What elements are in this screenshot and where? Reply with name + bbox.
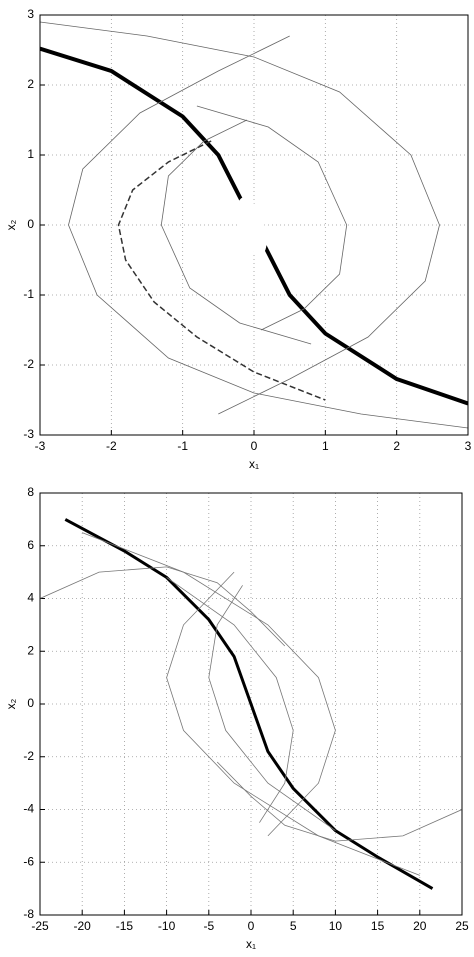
y-tick-label: 0 bbox=[27, 217, 34, 231]
y-tick-label: 6 bbox=[27, 538, 34, 552]
x-tick-label: 1 bbox=[322, 439, 329, 453]
y-tick-label: -8 bbox=[23, 907, 34, 921]
trajectory bbox=[208, 585, 336, 831]
x-tick-label: 5 bbox=[290, 919, 297, 933]
y-axis-label: x₂ bbox=[4, 219, 18, 230]
x-tick-label: -3 bbox=[35, 439, 46, 453]
y-tick-label: 0 bbox=[27, 696, 34, 710]
plot-frame bbox=[39, 492, 463, 916]
trajectory bbox=[82, 532, 336, 837]
y-tick-label: 2 bbox=[27, 77, 34, 91]
y-tick-label: 8 bbox=[27, 485, 34, 499]
equilibrium-hole bbox=[237, 197, 267, 255]
trajectory bbox=[166, 577, 294, 823]
x-tick-label: -15 bbox=[116, 919, 134, 933]
y-tick-label: 4 bbox=[27, 591, 34, 605]
x-axis-label: x₁ bbox=[246, 937, 256, 951]
x-tick-label: -10 bbox=[158, 919, 176, 933]
trajectory bbox=[117, 140, 326, 401]
x-tick-label: 3 bbox=[465, 439, 472, 453]
trajectory bbox=[216, 761, 462, 842]
x-tick-label: -2 bbox=[106, 439, 117, 453]
x-tick-label: 15 bbox=[371, 919, 385, 933]
y-tick-label: -6 bbox=[23, 854, 34, 868]
x-tick-label: 0 bbox=[248, 919, 255, 933]
trajectory bbox=[40, 21, 440, 415]
trajectory bbox=[64, 518, 434, 890]
trajectory bbox=[40, 566, 286, 647]
x-tick-label: 10 bbox=[329, 919, 343, 933]
x-tick-label: -5 bbox=[203, 919, 214, 933]
y-tick-label: 1 bbox=[27, 147, 34, 161]
y-tick-label: 2 bbox=[27, 643, 34, 657]
x-tick-label: 0 bbox=[251, 439, 258, 453]
trajectory bbox=[196, 105, 348, 331]
x-axis-label: x₁ bbox=[249, 457, 259, 471]
plot: -25 -20 -15 -10 -5 0 5 10 15 20 25-8-6-4-202468x₁x… bbox=[4, 485, 469, 951]
y-tick-label: -4 bbox=[23, 802, 34, 816]
y-tick-label: -2 bbox=[23, 357, 34, 371]
y-tick-label: -3 bbox=[23, 427, 34, 441]
curves bbox=[40, 518, 462, 890]
y-tick-label: 3 bbox=[27, 7, 34, 21]
x-tick-label: 20 bbox=[413, 919, 427, 933]
y-tick-label: -2 bbox=[23, 749, 34, 763]
y-tick-label: -1 bbox=[23, 287, 34, 301]
y-axis-label: x₂ bbox=[4, 698, 18, 709]
x-tick-label: -25 bbox=[31, 919, 49, 933]
x-tick-label: 25 bbox=[455, 919, 469, 933]
x-tick-label: -20 bbox=[74, 919, 92, 933]
trajectory bbox=[160, 119, 312, 345]
plot-frame bbox=[39, 14, 469, 436]
x-tick-label: -1 bbox=[177, 439, 188, 453]
trajectory bbox=[68, 35, 468, 429]
x-tick-label: 2 bbox=[393, 439, 400, 453]
plot: -3 -2 -1 0 1 2 3 -3 -2 -1 0 1 2 3 x₁ x₂ bbox=[4, 7, 471, 471]
curves bbox=[40, 21, 468, 429]
